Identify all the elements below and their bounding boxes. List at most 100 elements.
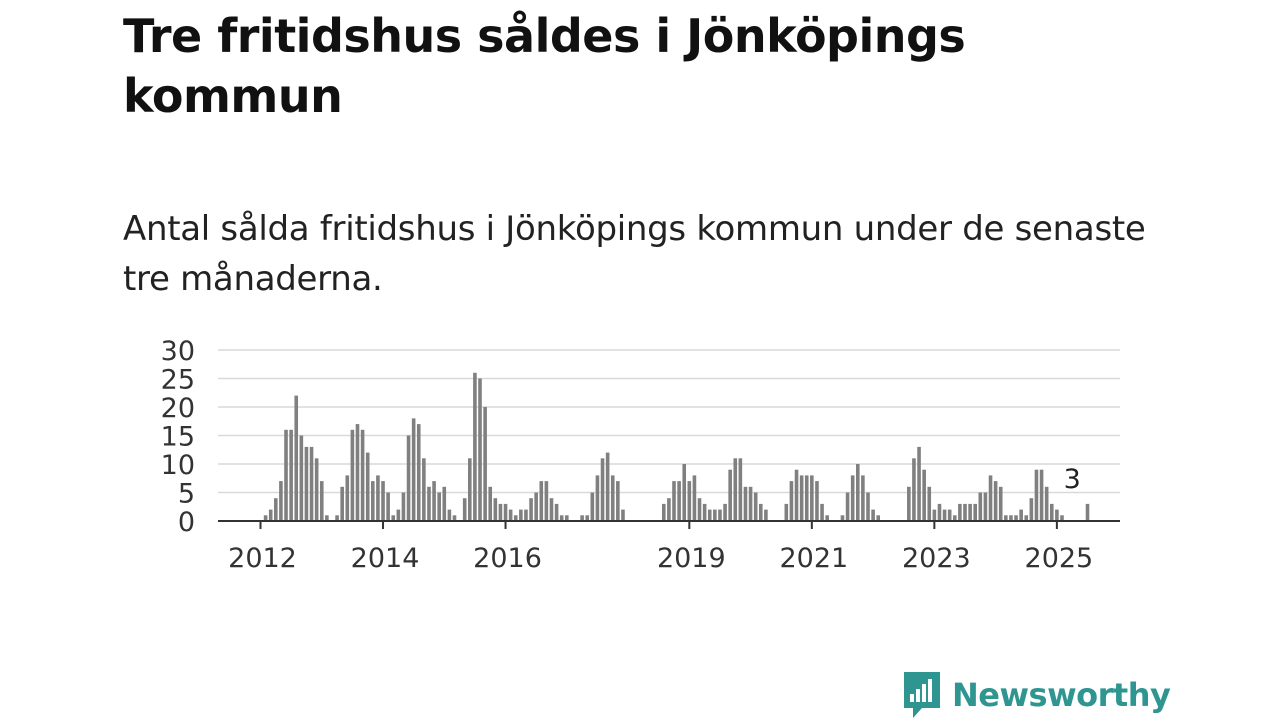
bar <box>820 503 824 521</box>
bar <box>662 503 666 521</box>
bar <box>483 407 487 521</box>
bar <box>713 509 717 521</box>
bar <box>922 469 926 521</box>
x-axis: 2012 2014 2016 2019 2021 2023 2025 <box>218 520 1120 570</box>
bar <box>697 498 702 521</box>
bar <box>861 475 865 521</box>
bar <box>432 481 436 521</box>
bar <box>529 498 533 521</box>
bar <box>866 492 870 521</box>
data-labels: 3 <box>1064 464 1081 495</box>
bar <box>473 372 477 521</box>
x-tick-label: 2016 <box>473 543 542 570</box>
y-tick-label: 10 <box>161 450 195 481</box>
bar <box>442 486 447 521</box>
bar <box>616 481 620 521</box>
bar <box>1019 509 1023 521</box>
bar <box>907 486 911 521</box>
bar <box>391 515 396 521</box>
bar <box>279 481 283 521</box>
bar <box>355 424 360 521</box>
y-tick-label: 0 <box>178 507 195 538</box>
bar <box>1004 515 1008 521</box>
bar <box>804 475 809 521</box>
bar <box>335 515 339 521</box>
x-tick-label: 2023 <box>902 543 971 570</box>
bar <box>702 503 707 521</box>
bar <box>503 503 508 521</box>
bar <box>733 458 738 521</box>
bar <box>815 481 819 521</box>
x-tick-label: 2012 <box>228 543 297 570</box>
bar <box>789 481 794 521</box>
bar <box>416 424 421 521</box>
bar <box>682 464 687 521</box>
bar <box>917 446 921 521</box>
bar <box>534 492 538 521</box>
bar <box>519 509 523 521</box>
bar <box>799 475 804 521</box>
bar <box>309 446 314 521</box>
bar <box>319 481 324 521</box>
bar <box>468 458 472 521</box>
bar <box>360 429 365 521</box>
bar <box>1055 509 1059 521</box>
bar <box>927 486 932 521</box>
bar <box>912 458 916 521</box>
x-tick-label: 2025 <box>1025 543 1094 570</box>
bar <box>672 481 676 521</box>
bar <box>411 418 416 521</box>
bar <box>942 509 947 521</box>
bar <box>539 481 544 521</box>
bar <box>764 509 768 521</box>
bar <box>565 515 569 521</box>
y-tick-label: 30 <box>161 336 195 367</box>
bar <box>381 481 385 521</box>
newsworthy-logo: Newsworthy <box>902 670 1171 720</box>
bar <box>753 492 758 521</box>
bar <box>983 492 988 521</box>
bar <box>294 395 299 521</box>
bar <box>728 469 732 521</box>
bar <box>871 509 875 521</box>
bar <box>855 464 860 521</box>
bar <box>667 498 671 521</box>
bar <box>452 515 457 521</box>
bar <box>600 458 605 521</box>
bar <box>488 486 493 521</box>
bar <box>692 475 697 521</box>
bar <box>758 503 763 521</box>
bar <box>952 515 957 521</box>
bar <box>605 452 610 521</box>
bar <box>707 509 712 521</box>
bar <box>437 492 441 521</box>
bar <box>947 509 952 521</box>
bar <box>554 503 559 521</box>
chart-subtitle: Antal sålda fritidshus i Jönköpings komm… <box>123 209 1146 299</box>
bar <box>1034 469 1039 521</box>
bar <box>1049 503 1054 521</box>
x-tick-label: 2014 <box>351 543 420 570</box>
bar <box>513 515 518 521</box>
bar <box>794 469 799 521</box>
bar <box>595 475 600 521</box>
bar <box>371 481 375 521</box>
bar <box>350 429 355 521</box>
bar <box>932 509 937 521</box>
bar <box>345 475 350 521</box>
bar <box>524 509 528 521</box>
bar <box>621 509 625 521</box>
bar <box>973 503 977 521</box>
bar <box>743 486 748 521</box>
bar <box>825 515 829 521</box>
bar <box>610 475 615 521</box>
bar <box>478 378 482 521</box>
bar <box>427 486 431 521</box>
bar <box>998 486 1003 521</box>
bar <box>585 515 590 521</box>
bar <box>493 498 498 521</box>
bar <box>850 475 855 521</box>
bar <box>840 515 845 521</box>
bar <box>978 492 983 521</box>
